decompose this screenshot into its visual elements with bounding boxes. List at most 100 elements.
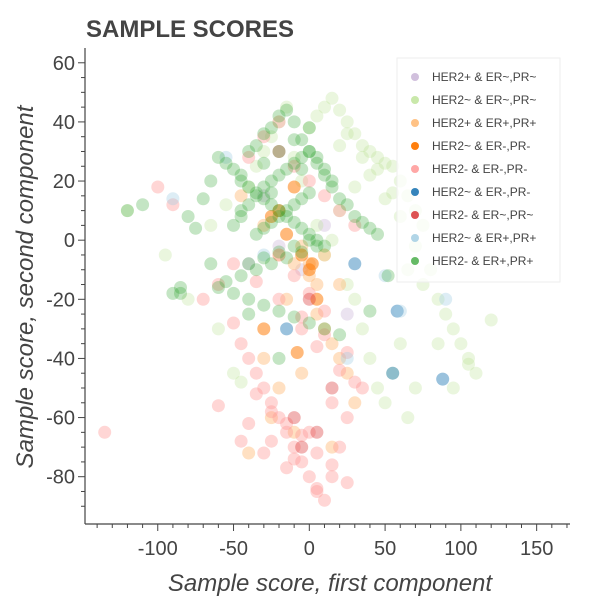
data-point — [363, 221, 377, 235]
data-point — [290, 346, 304, 359]
legend-marker — [411, 165, 419, 173]
data-point — [272, 204, 286, 218]
data-point — [204, 218, 218, 232]
data-point — [318, 248, 331, 262]
legend-entry: HER2~ & ER~,PR~ — [432, 93, 536, 107]
legend-entry: HER2- & ER-,PR- — [432, 162, 527, 176]
data-point — [219, 198, 233, 212]
data-point — [310, 278, 324, 291]
data-point — [302, 292, 316, 306]
data-point — [257, 189, 271, 203]
data-point — [295, 440, 309, 454]
data-point — [272, 204, 286, 218]
data-point — [272, 292, 286, 306]
data-point — [318, 162, 331, 176]
data-point — [390, 304, 404, 318]
data-point — [340, 346, 354, 359]
x-axis-ticks: -100 -50 0 50 100 150 — [96, 524, 568, 560]
data-point — [333, 204, 347, 218]
data-point — [272, 145, 286, 158]
data-point — [318, 239, 331, 253]
data-point — [249, 263, 263, 277]
points-layer — [98, 91, 498, 507]
data-point — [181, 292, 195, 306]
data-point — [378, 192, 392, 206]
data-point — [348, 257, 362, 271]
data-point — [280, 461, 294, 475]
series-3 — [257, 180, 324, 359]
data-point — [98, 425, 112, 439]
data-point — [325, 470, 339, 484]
data-point — [242, 307, 256, 321]
data-point — [325, 458, 339, 472]
data-point — [264, 405, 278, 419]
data-point — [242, 446, 256, 460]
data-point — [234, 204, 248, 218]
x-tick-label: -100 — [138, 538, 178, 560]
data-point — [305, 257, 319, 271]
data-point — [302, 425, 316, 439]
legend-entry: HER2- & ER+,PR+ — [432, 254, 533, 268]
x-tick-label: 150 — [520, 538, 553, 560]
data-point — [219, 150, 233, 164]
data-point — [310, 156, 324, 170]
data-point — [302, 186, 316, 200]
data-point — [333, 204, 347, 218]
data-point — [234, 189, 248, 203]
data-point — [348, 180, 362, 194]
data-point — [257, 218, 271, 232]
data-point — [302, 470, 316, 484]
data-point — [318, 218, 331, 232]
legend-box — [396, 57, 561, 283]
data-point — [257, 248, 271, 262]
data-point — [211, 278, 225, 291]
data-point — [355, 381, 369, 395]
data-point — [249, 186, 263, 200]
data-point — [439, 307, 453, 321]
data-point — [333, 328, 347, 342]
legend-entry: HER2- & ER~,PR~ — [432, 208, 533, 222]
x-tick-label: -50 — [219, 538, 248, 560]
data-point — [196, 292, 210, 306]
legend-marker — [411, 96, 419, 104]
data-point — [355, 215, 369, 229]
data-point — [295, 245, 309, 259]
data-point — [120, 204, 134, 218]
data-point — [310, 109, 324, 123]
data-point — [227, 218, 240, 232]
data-point — [249, 159, 263, 173]
data-point — [257, 145, 271, 158]
data-point — [287, 269, 301, 283]
data-point — [318, 328, 331, 342]
legend-entry: HER2~ & ER-,PR- — [432, 139, 530, 153]
data-point — [287, 115, 301, 129]
data-point — [431, 337, 445, 351]
data-point — [340, 411, 354, 425]
data-point — [302, 145, 316, 158]
data-point — [325, 174, 339, 188]
data-point — [371, 150, 384, 164]
data-point — [355, 139, 369, 153]
data-point — [272, 168, 286, 182]
data-point — [257, 130, 271, 144]
data-point — [287, 180, 301, 194]
data-point — [348, 375, 362, 389]
data-point — [166, 286, 180, 300]
data-point — [280, 425, 294, 439]
data-point — [287, 257, 301, 271]
data-point — [242, 351, 256, 365]
data-point — [257, 251, 271, 265]
y-axis-ticks: 60 40 20 0 -20 -40 -60 -80 — [46, 53, 85, 507]
data-point — [333, 363, 347, 377]
series-0 — [242, 189, 354, 321]
data-point — [348, 292, 362, 306]
data-point — [234, 434, 248, 448]
data-point — [280, 292, 294, 306]
y-tick-label: 60 — [53, 53, 75, 75]
data-point — [295, 133, 309, 147]
data-point — [249, 139, 263, 153]
data-point — [264, 411, 278, 425]
data-point — [272, 381, 286, 395]
data-point — [211, 322, 225, 336]
legend-marker — [411, 211, 419, 219]
